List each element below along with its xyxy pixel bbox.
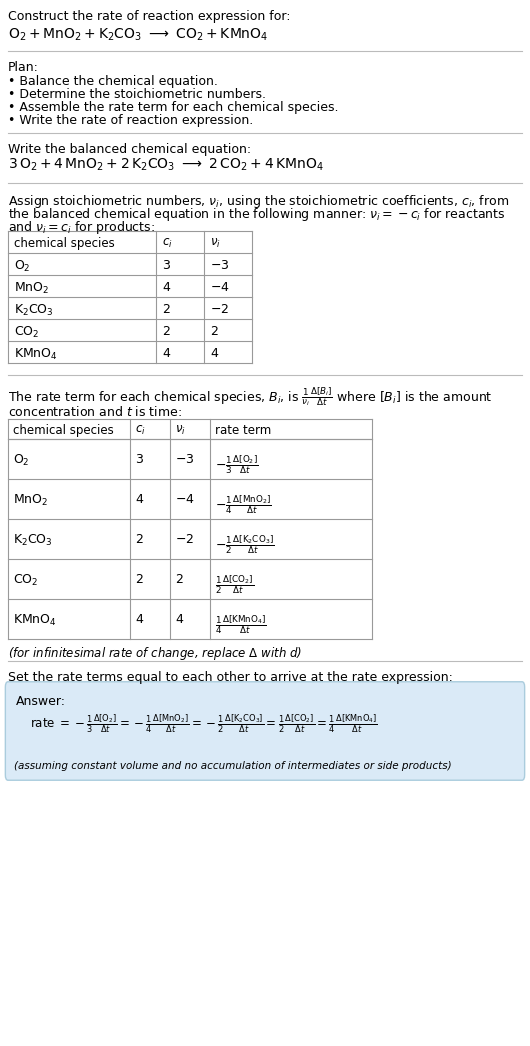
Text: 4: 4 (135, 493, 143, 506)
Text: Construct the rate of reaction expression for:: Construct the rate of reaction expressio… (8, 10, 290, 23)
Text: $\mathrm{KMnO_4}$: $\mathrm{KMnO_4}$ (13, 613, 57, 628)
Text: and $\nu_i = c_i$ for products:: and $\nu_i = c_i$ for products: (8, 219, 155, 236)
Text: the balanced chemical equation in the following manner: $\nu_i = -c_i$ for react: the balanced chemical equation in the fo… (8, 206, 506, 223)
Text: (assuming constant volume and no accumulation of intermediates or side products): (assuming constant volume and no accumul… (14, 761, 452, 771)
Text: 4: 4 (162, 347, 170, 360)
Text: $-4$: $-4$ (175, 493, 195, 506)
Text: rate term: rate term (215, 424, 271, 437)
Text: $\nu_i$: $\nu_i$ (210, 237, 221, 250)
Text: • Balance the chemical equation.: • Balance the chemical equation. (8, 75, 218, 88)
Text: $\frac{1}{2}\frac{\Delta[\mathrm{CO_2}]}{\Delta t}$: $\frac{1}{2}\frac{\Delta[\mathrm{CO_2}]}… (215, 573, 254, 595)
Text: chemical species: chemical species (14, 237, 115, 250)
Text: 4: 4 (135, 613, 143, 626)
Text: 2: 2 (135, 533, 143, 546)
Text: $4$: $4$ (210, 347, 219, 360)
Text: $\mathrm{3\,O_2 + 4\,MnO_2 + 2\,K_2CO_3 \ \longrightarrow \ 2\,CO_2 + 4\,KMnO_4}: $\mathrm{3\,O_2 + 4\,MnO_2 + 2\,K_2CO_3 … (8, 157, 324, 174)
Text: $-\frac{1}{3}\frac{\Delta[\mathrm{O_2}]}{\Delta t}$: $-\frac{1}{3}\frac{\Delta[\mathrm{O_2}]}… (215, 453, 259, 476)
Text: $\mathrm{O_2}$: $\mathrm{O_2}$ (13, 453, 30, 469)
Text: rate $= -\frac{1}{3}\frac{\Delta[\mathrm{O_2}]}{\Delta t}= -\frac{1}{4}\frac{\De: rate $= -\frac{1}{3}\frac{\Delta[\mathrm… (30, 713, 378, 735)
Text: Write the balanced chemical equation:: Write the balanced chemical equation: (8, 143, 251, 156)
Text: The rate term for each chemical species, $B_i$, is $\frac{1}{\nu_i}\frac{\Delta[: The rate term for each chemical species,… (8, 385, 492, 408)
Text: chemical species: chemical species (13, 424, 114, 437)
Text: $\mathrm{MnO_2}$: $\mathrm{MnO_2}$ (14, 281, 49, 296)
Text: $\mathrm{CO_2}$: $\mathrm{CO_2}$ (14, 325, 39, 340)
Text: • Determine the stoichiometric numbers.: • Determine the stoichiometric numbers. (8, 88, 266, 101)
Text: $\mathrm{O_2 + MnO_2 + K_2CO_3 \ \longrightarrow \ CO_2 + KMnO_4}$: $\mathrm{O_2 + MnO_2 + K_2CO_3 \ \longri… (8, 27, 268, 43)
Text: • Assemble the rate term for each chemical species.: • Assemble the rate term for each chemic… (8, 101, 339, 114)
Text: $2$: $2$ (175, 573, 183, 586)
Text: $\mathrm{O_2}$: $\mathrm{O_2}$ (14, 259, 31, 274)
Text: $\nu_i$: $\nu_i$ (175, 424, 186, 437)
Text: 2: 2 (135, 573, 143, 586)
Text: $4$: $4$ (175, 613, 184, 626)
Text: $-2$: $-2$ (210, 303, 229, 316)
Text: 2: 2 (162, 303, 170, 316)
Text: $c_i$: $c_i$ (162, 237, 173, 250)
Text: Plan:: Plan: (8, 61, 39, 74)
Text: $\mathrm{KMnO_4}$: $\mathrm{KMnO_4}$ (14, 347, 58, 362)
Text: $-4$: $-4$ (210, 281, 229, 294)
Text: $\mathrm{CO_2}$: $\mathrm{CO_2}$ (13, 573, 38, 588)
Text: $2$: $2$ (210, 325, 218, 338)
Text: 3: 3 (135, 453, 143, 467)
Text: concentration and $t$ is time:: concentration and $t$ is time: (8, 405, 182, 419)
Text: $\frac{1}{4}\frac{\Delta[\mathrm{KMnO_4}]}{\Delta t}$: $\frac{1}{4}\frac{\Delta[\mathrm{KMnO_4}… (215, 613, 267, 636)
FancyBboxPatch shape (5, 682, 525, 780)
Text: $\mathrm{K_2CO_3}$: $\mathrm{K_2CO_3}$ (13, 533, 53, 548)
Text: Assign stoichiometric numbers, $\nu_i$, using the stoichiometric coefficients, $: Assign stoichiometric numbers, $\nu_i$, … (8, 194, 509, 210)
Text: $c_i$: $c_i$ (135, 424, 146, 437)
Text: 2: 2 (162, 325, 170, 338)
Text: $-\frac{1}{4}\frac{\Delta[\mathrm{MnO_2}]}{\Delta t}$: $-\frac{1}{4}\frac{\Delta[\mathrm{MnO_2}… (215, 493, 272, 516)
Text: $-3$: $-3$ (175, 453, 195, 467)
Text: $\mathrm{MnO_2}$: $\mathrm{MnO_2}$ (13, 493, 48, 508)
Text: (for infinitesimal rate of change, replace $\Delta$ with $d$): (for infinitesimal rate of change, repla… (8, 645, 302, 662)
Text: Answer:: Answer: (16, 695, 66, 708)
Text: $-\frac{1}{2}\frac{\Delta[\mathrm{K_2CO_3}]}{\Delta t}$: $-\frac{1}{2}\frac{\Delta[\mathrm{K_2CO_… (215, 533, 275, 555)
Text: • Write the rate of reaction expression.: • Write the rate of reaction expression. (8, 114, 253, 127)
Text: Set the rate terms equal to each other to arrive at the rate expression:: Set the rate terms equal to each other t… (8, 670, 453, 684)
Text: $-2$: $-2$ (175, 533, 194, 546)
Text: 3: 3 (162, 259, 170, 272)
Text: $-3$: $-3$ (210, 259, 229, 272)
Text: 4: 4 (162, 281, 170, 294)
Text: $\mathrm{K_2CO_3}$: $\mathrm{K_2CO_3}$ (14, 303, 54, 318)
